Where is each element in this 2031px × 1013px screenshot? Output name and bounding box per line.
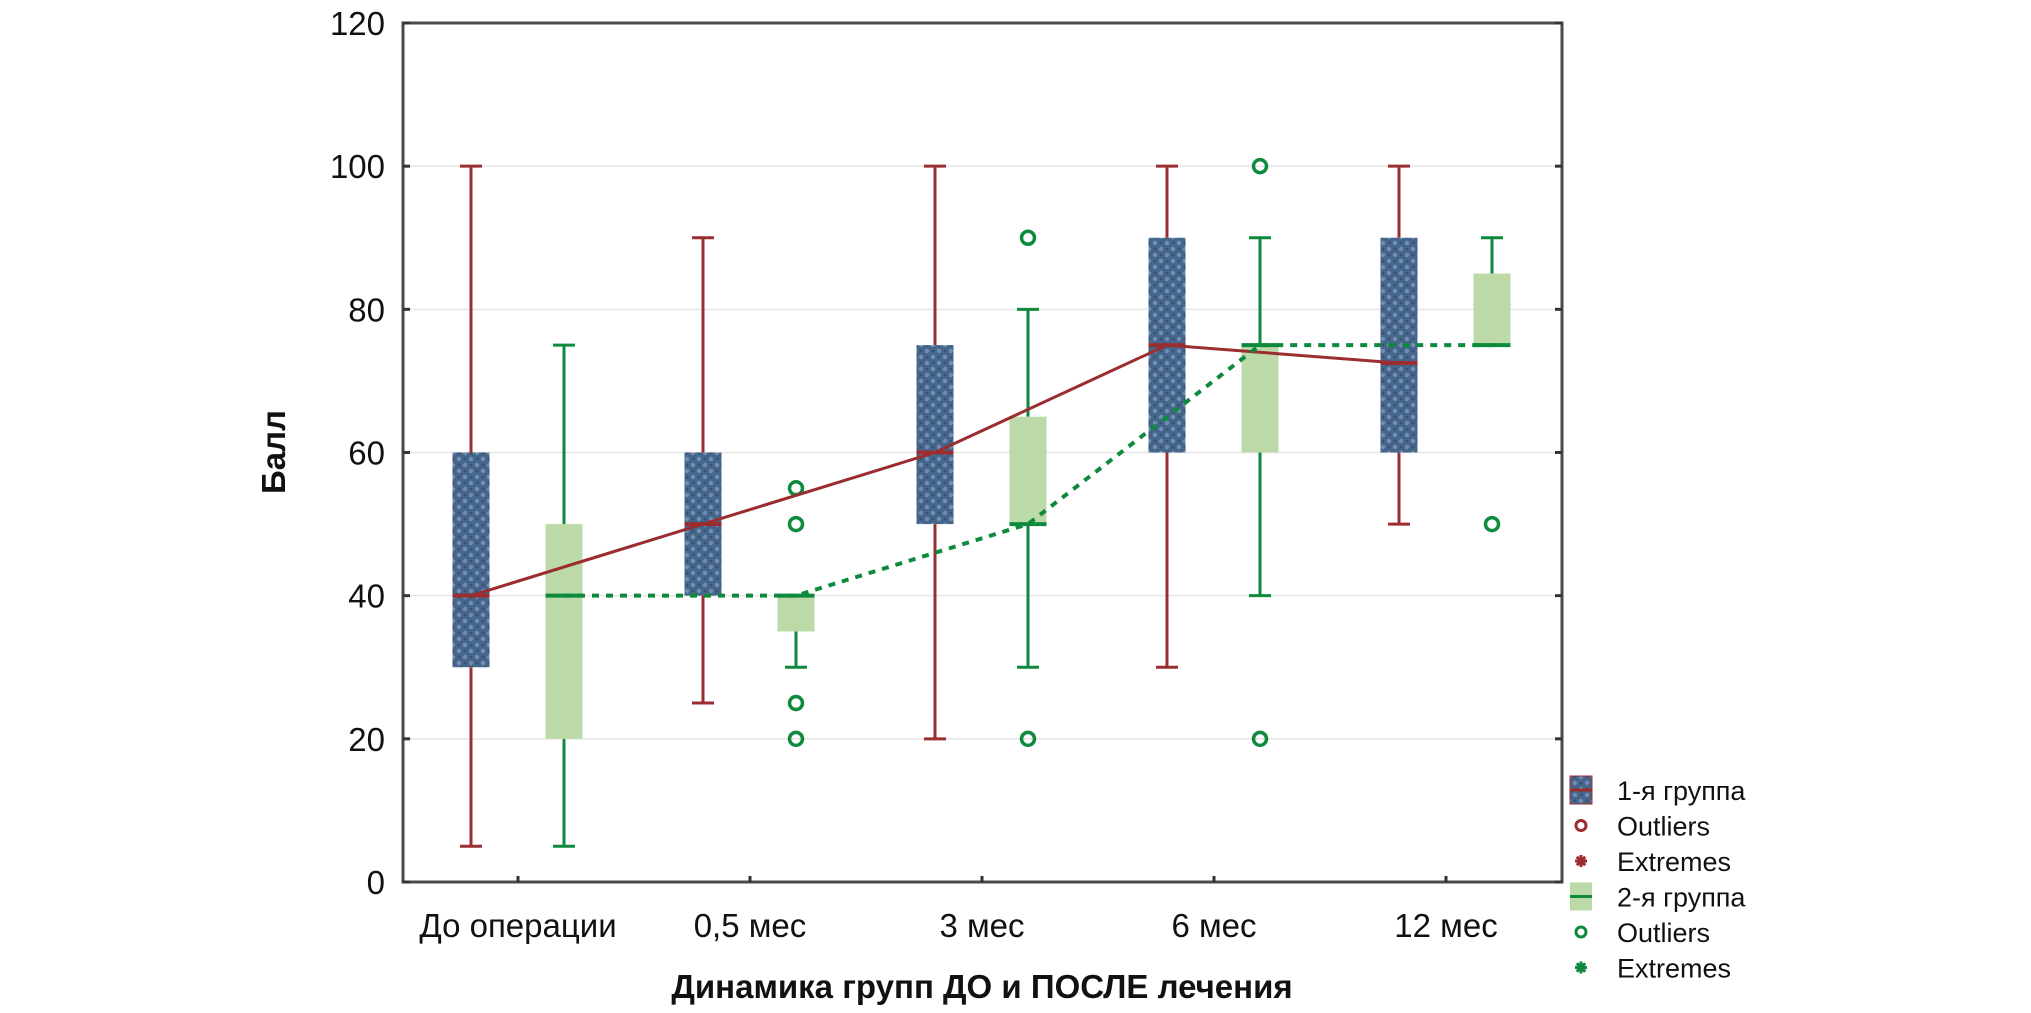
legend-item: Extremes [1575, 847, 1731, 877]
box [545, 524, 583, 739]
x-tick-label: До операции [419, 907, 616, 944]
outlier-point [1483, 515, 1501, 533]
box [1473, 273, 1511, 346]
legend: 1-я группа Outliers Extremes 2-я группа Outl… [1569, 775, 1746, 984]
y-tick-label: 100 [330, 148, 385, 185]
outlier-point [1019, 730, 1037, 748]
outlier-point [787, 730, 805, 748]
median-line-series-1 [470, 343, 1400, 598]
legend-label: 2-я группа [1617, 883, 1746, 913]
y-tick-label: 20 [348, 721, 385, 758]
plot-marks [452, 157, 1511, 848]
legend-outlier-icon [1574, 819, 1588, 832]
box [1009, 416, 1047, 525]
legend-item: Extremes [1575, 954, 1731, 984]
legend-item: 1-я группа [1569, 775, 1746, 806]
extreme-star-stroke [1575, 962, 1587, 973]
x-axis-title: Динамика групп ДО и ПОСЛЕ лечения [671, 968, 1292, 1005]
y-tick-label: 40 [348, 578, 385, 615]
x-tick-label: 0,5 мес [694, 907, 807, 944]
legend-item: Outliers [1574, 918, 1710, 948]
y-tick-label: 120 [330, 5, 385, 42]
legend-item: 2-я группа [1570, 882, 1746, 913]
legend-extreme-icon [1575, 961, 1587, 974]
legend-label: Outliers [1617, 812, 1710, 842]
series-2 [545, 157, 1511, 848]
outlier-point [787, 694, 805, 712]
legend-label: 1-я группа [1617, 776, 1746, 806]
legend-outlier-icon [1574, 925, 1588, 939]
axes: 0 20 40 60 80 100 120 До операции 0,5 мес 3 мес 6 … [330, 5, 1562, 944]
x-tick-label: 6 мес [1171, 907, 1256, 944]
x-tick-label: 12 мес [1394, 907, 1497, 944]
outlier-point [1251, 730, 1269, 748]
y-tick-label: 80 [348, 291, 385, 328]
y-tick-label: 0 [367, 864, 385, 901]
box [452, 452, 490, 668]
box [916, 345, 954, 525]
outlier-point [1019, 229, 1037, 246]
legend-item: Outliers [1574, 812, 1710, 842]
legend-label: Extremes [1617, 954, 1731, 984]
legend-label: Extremes [1617, 847, 1731, 877]
y-tick-label: 60 [348, 435, 385, 472]
outlier-point [1251, 157, 1269, 175]
box [1241, 345, 1279, 453]
y-axis-title: Балл [255, 410, 292, 494]
box [1380, 237, 1418, 453]
legend-label: Outliers [1617, 918, 1710, 948]
x-tick-label: 3 мес [939, 907, 1024, 944]
median-line-series-2 [564, 343, 1492, 598]
series-1 [452, 164, 1418, 848]
outlier-point [787, 515, 805, 533]
extreme-star-stroke [1575, 855, 1587, 867]
legend-extreme-icon [1575, 855, 1587, 867]
box [777, 595, 815, 632]
